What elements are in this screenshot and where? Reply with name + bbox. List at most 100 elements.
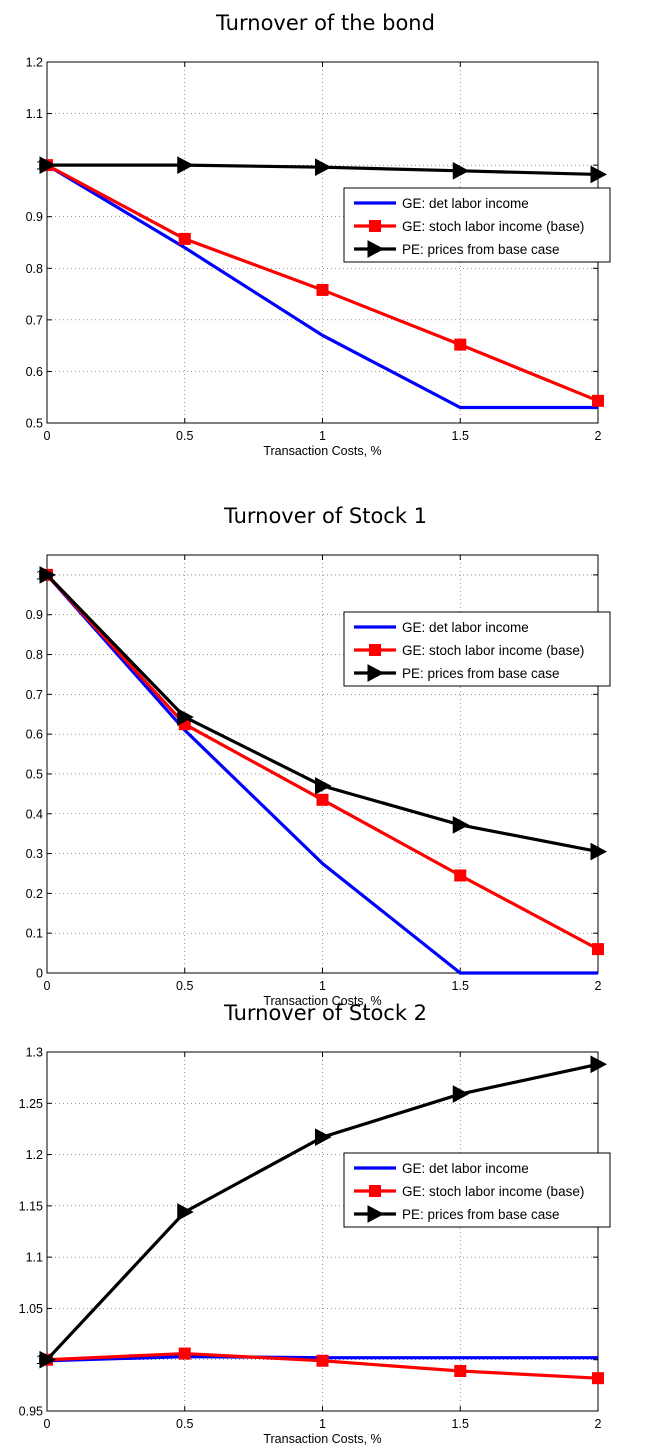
data-point <box>315 777 332 795</box>
y-tick-label: 0.3 <box>26 847 43 861</box>
x-tick-label: 1.5 <box>452 979 469 993</box>
y-tick-label: 0.8 <box>26 648 43 662</box>
y-tick-label: 1.3 <box>26 1046 43 1060</box>
chart-panel-3: Turnover of Stock 200.511.520.9511.051.1… <box>19 1001 611 1446</box>
y-tick-label: 0.4 <box>26 807 43 821</box>
x-tick-label: 1.5 <box>452 429 469 443</box>
data-point <box>452 1085 470 1103</box>
y-tick-label: 0.6 <box>26 365 43 379</box>
x-tick-label: 1 <box>319 979 326 993</box>
legend-marker <box>367 1205 385 1223</box>
legend-label: GE: det labor income <box>402 196 529 211</box>
x-tick-label: 2 <box>595 429 602 443</box>
data-point <box>592 394 604 407</box>
series-3 <box>39 156 608 184</box>
series-3 <box>39 566 608 861</box>
x-tick-label: 0 <box>44 979 51 993</box>
series-3 <box>39 1055 608 1369</box>
plot-area <box>47 1052 598 1411</box>
y-tick-label: 1.25 <box>19 1097 43 1111</box>
y-tick-label: 0.1 <box>26 927 43 941</box>
y-tick-label: 0.9 <box>26 210 43 224</box>
data-point <box>178 232 191 245</box>
x-tick-label: 1 <box>319 1417 326 1431</box>
data-point <box>177 156 194 174</box>
legend-label: GE: det labor income <box>402 620 529 635</box>
legend-marker <box>367 240 385 258</box>
x-axis-label: Transaction Costs, % <box>263 994 381 1008</box>
data-point <box>39 566 57 584</box>
data-point <box>316 283 329 296</box>
legend: GE: det labor income GE: stoch labor inco… <box>343 187 611 263</box>
chart-title: Turnover of Stock 2 <box>223 1001 427 1025</box>
y-tick-label: 0.7 <box>26 313 43 327</box>
legend: GE: det labor income GE: stoch labor inco… <box>343 1152 611 1228</box>
x-tick-label: 1 <box>319 429 326 443</box>
legend-label: PE: prices from base case <box>402 242 560 257</box>
x-axis-label: Transaction Costs, % <box>263 1432 381 1446</box>
legend-marker <box>367 664 385 682</box>
data-point <box>452 816 470 834</box>
data-point <box>316 1354 329 1367</box>
data-point <box>454 1364 467 1377</box>
x-tick-label: 0.5 <box>176 1417 193 1431</box>
y-tick-label: 0.6 <box>26 728 43 742</box>
data-point <box>178 1347 191 1360</box>
legend: GE: det labor income GE: stoch labor inco… <box>343 611 611 687</box>
legend-label: GE: det labor income <box>402 1161 529 1176</box>
y-tick-label: 0.5 <box>26 417 43 431</box>
y-tick-label: 0.7 <box>26 688 43 702</box>
x-axis-label: Transaction Costs, % <box>263 444 381 458</box>
y-tick-label: 1.2 <box>26 1148 43 1162</box>
legend-marker <box>369 644 381 656</box>
x-tick-label: 0.5 <box>176 979 193 993</box>
data-point <box>590 165 608 184</box>
legend-marker <box>369 220 381 232</box>
data-point <box>452 161 470 180</box>
x-tick-label: 0.5 <box>176 429 193 443</box>
data-point <box>177 1203 194 1221</box>
data-point <box>316 793 329 806</box>
y-tick-label: 0.95 <box>19 1405 43 1419</box>
y-tick-label: 1.05 <box>19 1302 43 1316</box>
series-line <box>45 573 598 975</box>
data-point <box>590 842 608 861</box>
series-1 <box>46 163 598 410</box>
y-tick-label: 0.2 <box>26 887 43 901</box>
series-line <box>46 163 598 410</box>
legend-label: GE: stoch labor income (base) <box>402 219 584 234</box>
x-tick-label: 0 <box>44 1417 51 1431</box>
x-tick-label: 2 <box>595 1417 602 1431</box>
y-tick-label: 1.1 <box>26 1251 43 1265</box>
y-tick-label: 1.15 <box>19 1199 43 1213</box>
x-tick-label: 2 <box>595 979 602 993</box>
data-point <box>39 156 57 174</box>
series-1 <box>45 573 598 975</box>
data-point <box>315 158 332 177</box>
y-tick-label: 0.9 <box>26 608 43 622</box>
data-point <box>592 943 604 956</box>
legend-label: PE: prices from base case <box>402 1207 560 1222</box>
legend-marker <box>369 1185 381 1197</box>
chart-title: Turnover of Stock 1 <box>223 504 427 528</box>
data-point <box>590 1055 608 1074</box>
data-point <box>177 708 194 726</box>
x-tick-label: 1.5 <box>452 1417 469 1431</box>
data-point <box>315 1128 332 1146</box>
y-tick-label: 0.5 <box>26 767 43 781</box>
data-point <box>39 1350 57 1369</box>
y-tick-label: 0.8 <box>26 262 43 276</box>
data-point <box>592 1372 604 1385</box>
y-tick-label: 1.1 <box>26 107 43 121</box>
chart-title: Turnover of the bond <box>215 11 435 35</box>
x-tick-label: 0 <box>44 429 51 443</box>
legend-label: GE: stoch labor income (base) <box>402 1184 584 1199</box>
y-tick-label: 1.2 <box>26 56 43 70</box>
data-point <box>454 338 467 351</box>
chart-panel-2: Turnover of Stock 1 0 0.5 1 1.5 2 0 0.1 0.2 0.3 0.… <box>26 504 611 1008</box>
data-point <box>454 869 467 882</box>
legend-label: GE: stoch labor income (base) <box>402 643 584 658</box>
